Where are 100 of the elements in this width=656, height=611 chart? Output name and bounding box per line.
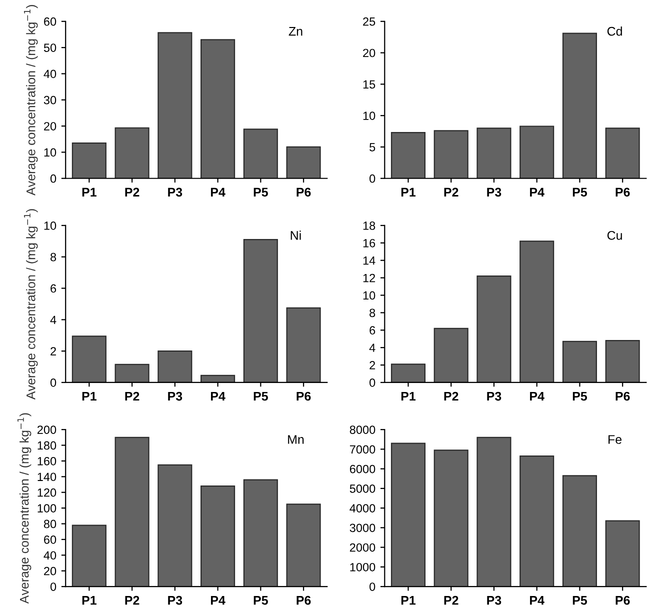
annotation: Ni	[290, 230, 301, 240]
bar	[200, 486, 236, 587]
x-tick-label: P2	[444, 188, 458, 196]
bar	[434, 328, 468, 382]
y-tick-label: 80	[44, 520, 56, 528]
y-axis-title: Average concentration / (mg kg$^{−1}$)	[24, 5, 38, 196]
x-tick-label: P4	[530, 188, 544, 196]
x-tick-label: P4	[530, 596, 544, 605]
x-tick-label: P1	[401, 596, 416, 605]
y-tick-label: 4	[369, 344, 376, 352]
bar	[286, 504, 321, 587]
x-tick-label: P3	[168, 392, 182, 401]
bar	[390, 442, 426, 587]
x-tick-label: P2	[444, 596, 458, 605]
y-tick-label: 200	[37, 426, 56, 434]
y-tick-label: 5000	[350, 484, 376, 493]
bar	[286, 307, 321, 382]
y-tick-label: 25	[363, 17, 376, 26]
y-tick-label: 2	[50, 347, 56, 356]
x-tick-label: P2	[125, 188, 140, 196]
x-tick-label: P5	[254, 392, 268, 401]
y-tick-label: 15	[363, 80, 376, 89]
annotation: Fe	[608, 435, 622, 444]
bar	[605, 128, 640, 178]
bar	[390, 132, 426, 178]
bar	[200, 39, 236, 178]
x-tick-label: P6	[296, 392, 311, 401]
y-tick-label: 0	[370, 582, 376, 591]
x-tick-label: P3	[487, 392, 502, 401]
bar	[520, 456, 554, 587]
x-tick-label: P5	[572, 392, 588, 401]
y-tick-label: 100	[38, 504, 56, 512]
bar	[434, 130, 468, 178]
y-tick-label: 12	[363, 274, 376, 282]
bar	[72, 142, 106, 178]
annotation: Cd	[607, 26, 622, 36]
y-tick-label: 1000	[350, 562, 376, 572]
y-tick-label: 7000	[350, 445, 376, 454]
x-tick-label: P5	[572, 596, 588, 605]
x-tick-label: P4	[210, 596, 226, 605]
annotation: Mn	[288, 435, 304, 444]
x-tick-label: P1	[401, 392, 416, 401]
y-tick-label: 10	[44, 222, 56, 230]
bar	[243, 128, 278, 178]
y-tick-label: 20	[44, 122, 56, 130]
bar	[286, 146, 321, 178]
bar	[605, 520, 640, 587]
y-axis-title: Average concentration / (mg kg$^{−1}$)	[17, 413, 32, 604]
bar	[200, 374, 236, 382]
y-tick-label: 8	[370, 308, 376, 318]
x-tick-label: P2	[444, 392, 458, 401]
y-tick-label: 6000	[350, 464, 376, 474]
x-tick-label: P1	[82, 392, 96, 401]
y-tick-label: 160	[38, 457, 56, 466]
y-tick-label: 0	[370, 378, 376, 387]
x-tick-label: P4	[210, 188, 226, 196]
annotation: Zn	[288, 27, 302, 36]
y-tick-label: 4	[50, 316, 56, 324]
bar	[562, 32, 597, 178]
x-tick-label: P4	[530, 392, 544, 401]
annotation: Cu	[607, 230, 622, 240]
x-tick-label: P1	[82, 188, 96, 196]
y-tick-label: 2	[370, 361, 376, 370]
x-tick-label: P5	[254, 596, 268, 605]
bar	[520, 240, 554, 382]
bar	[476, 436, 512, 587]
bar	[476, 276, 512, 382]
y-tick-label: 10	[363, 291, 376, 300]
y-tick-label: 10	[363, 112, 376, 120]
y-tick-label: 8000	[350, 426, 376, 434]
bar	[114, 127, 150, 178]
bar	[243, 239, 278, 382]
y-axis-title: Average concentration / (mg kg$^{−1}$)	[24, 209, 38, 400]
x-tick-label: P3	[487, 188, 502, 197]
y-tick-label: 20	[44, 566, 56, 576]
y-tick-label: 8	[50, 252, 56, 262]
y-tick-label: 0	[50, 174, 56, 183]
bar	[476, 128, 512, 178]
x-tick-label: P6	[296, 188, 311, 197]
y-tick-label: 3000	[350, 524, 376, 532]
bar	[434, 450, 468, 587]
y-tick-label: 180	[38, 441, 56, 450]
x-tick-label: P2	[125, 596, 140, 605]
y-tick-label: 6	[370, 326, 376, 335]
bar	[390, 364, 426, 382]
x-tick-label: P1	[401, 188, 416, 196]
y-tick-label: 60	[44, 17, 56, 26]
bar	[243, 479, 278, 587]
y-tick-label: 30	[44, 96, 56, 104]
y-tick-label: 16	[363, 238, 376, 248]
y-tick-label: 10	[44, 148, 56, 157]
bar	[158, 350, 192, 382]
x-tick-label: P6	[616, 188, 630, 197]
x-tick-label: P6	[616, 596, 630, 605]
bar	[158, 464, 192, 587]
x-tick-label: P6	[616, 392, 630, 401]
bar	[520, 126, 554, 178]
y-tick-label: 0	[50, 378, 56, 387]
x-tick-label: P5	[572, 188, 588, 197]
bar	[72, 524, 106, 587]
